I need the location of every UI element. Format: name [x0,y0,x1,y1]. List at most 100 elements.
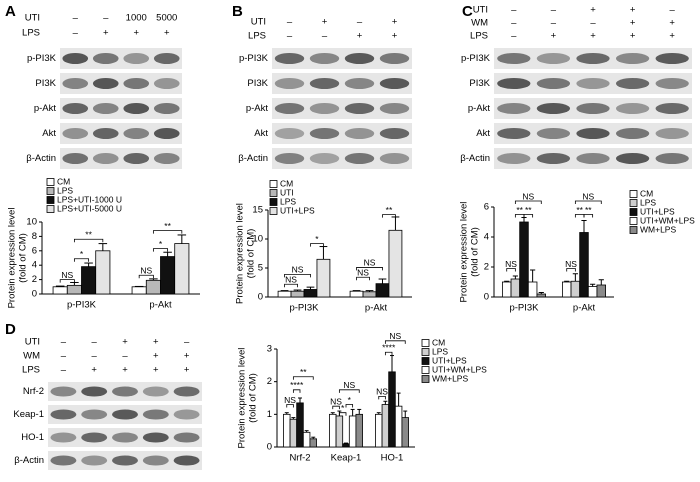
x-tick-label: p-PI3K [67,300,97,311]
blot-band [497,153,531,164]
legend-label: CM [432,337,445,347]
blot-band [655,53,689,64]
bar [174,243,190,295]
blot-band [142,432,169,443]
protein-label: Akt [42,128,56,139]
bar [348,415,357,448]
treatment-lane: + [669,18,675,29]
significance-bracket [514,200,542,204]
bar [536,293,547,298]
significance-label: NS [343,380,355,390]
treatment-lane: – [590,18,596,29]
y-tick-label: 8 [32,231,37,242]
treatment-name: WM [471,18,488,29]
blot-band [123,78,150,89]
blot-strip [272,48,412,69]
blot-band [536,128,571,139]
y-tick-label: 0 [484,292,489,303]
legend-label: LPS [280,196,296,206]
legend-label: LPS [57,185,73,195]
treatment-lane: + [630,18,636,29]
significance-bracket [73,258,90,262]
blot-band [344,53,375,64]
treatment-lane: + [630,5,636,16]
blot-band [497,78,531,89]
blot-band [576,128,610,139]
bar [329,413,337,448]
x-tick-label: p-PI3K [509,303,539,314]
y-tick-label: 4 [484,232,489,243]
blot-band [50,409,77,420]
blot-band [50,386,77,397]
treatment-lane: – [103,13,109,24]
y-tick-label: 5 [258,263,263,274]
blot-band [576,103,610,114]
protein-label: Akt [476,128,490,139]
treatment-lane: – [511,18,517,29]
significance-bracket [284,273,311,278]
blot-strip [272,148,412,169]
legend-swatch [629,226,638,234]
significance-label: ** [516,205,523,215]
legend-swatch [269,198,278,206]
x-tick-label: p-Akt [573,303,596,314]
treatment-lane: – [92,337,98,348]
legend-label: LPS+UTI-1000 U [57,194,122,204]
blot-band [153,103,180,114]
blot-band [92,103,119,114]
bar [355,413,363,448]
legend-swatch [269,180,278,188]
bar [145,279,161,295]
blot-band [112,455,138,466]
y-tick-label: 15 [252,205,263,216]
treatment-lane: 5000 [156,13,177,24]
protein-label: PI3K [247,78,268,89]
significance-bracket [574,200,602,204]
blot-band [615,153,650,164]
legend-swatch [46,196,55,204]
significance-label: NS [364,258,376,268]
significance-bracket [292,389,301,393]
legend-label: UTI+LPS [640,206,675,216]
y-tick-label: 6 [484,202,489,213]
legend-swatch [629,217,638,225]
significance-bracket [583,214,594,218]
blot-band [576,153,610,164]
bar [81,266,97,295]
legend-swatch [46,205,55,213]
treatment-lane: 1000 [126,13,147,24]
blot-band [153,153,180,164]
blot-band [92,53,119,64]
bar [362,291,377,298]
blot-band [92,128,119,139]
significance-label: NS [284,395,296,405]
blot-band [274,103,305,114]
blot-strip [60,148,182,169]
treatment-lane: – [322,31,328,42]
bar [519,221,529,298]
treatment-name: LPS [22,28,40,39]
treatment-lane: – [287,31,293,42]
blot-band [379,53,410,64]
x-tick-label: Keap-1 [331,453,362,464]
legend-swatch [269,189,278,197]
treatment-lane: – [92,351,98,362]
blot-band [576,78,610,89]
blot-band [62,128,89,139]
legend-label: UTI+LPS [280,205,315,215]
blot-band [344,153,375,164]
significance-bracket [138,274,154,279]
treatment-lane: – [511,31,517,42]
treatment-lane: + [392,17,398,28]
protein-label: Akt [254,128,268,139]
bar [52,286,68,295]
blot-strip [272,123,412,144]
significance-label: * [159,239,163,249]
bar [579,232,589,298]
significance-label: ** [576,205,583,215]
legend-label: UTI+WM+LPS [432,364,487,374]
treatment-lane: – [287,17,293,28]
x-tick-label: Nrf-2 [289,453,310,464]
blot-band [497,128,531,139]
significance-label: ** [585,205,592,215]
